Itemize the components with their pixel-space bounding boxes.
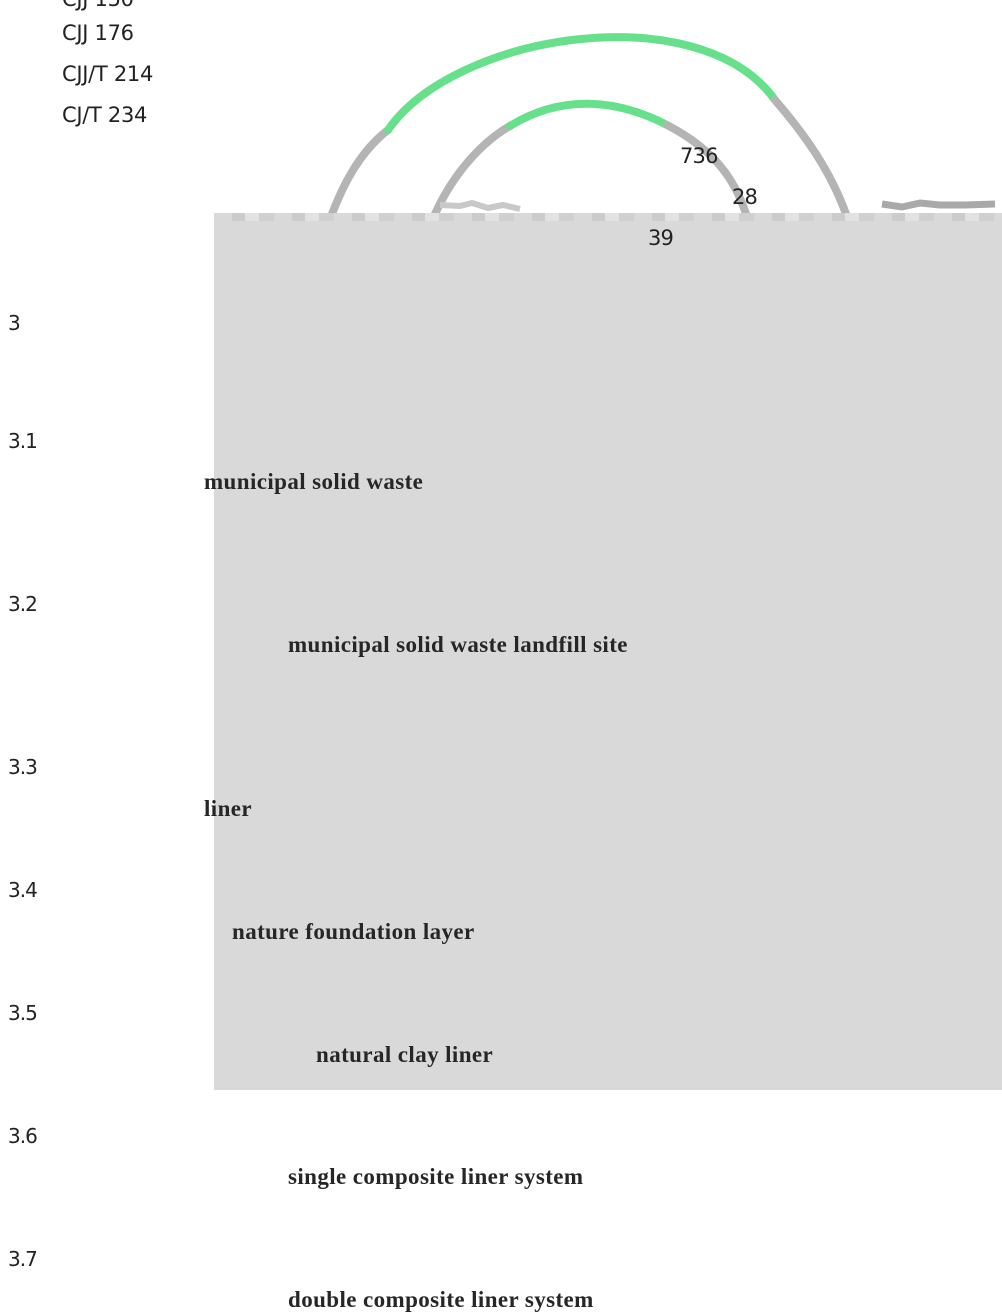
arc-noise-right xyxy=(881,199,996,211)
overlay-number-736: 736 xyxy=(680,144,718,168)
chapter-number: 3 xyxy=(8,311,21,335)
standard-ref-cjjt214: CJJ/T 214 xyxy=(62,62,154,86)
term-english-3-3: liner xyxy=(204,796,252,821)
arc-decoration xyxy=(328,33,996,218)
grey-block-noise xyxy=(214,213,1002,221)
overlay-number-39: 39 xyxy=(648,226,674,250)
outer-arc-green xyxy=(384,33,779,134)
standard-ref-clipped: CJJ 150 xyxy=(62,0,134,10)
inner-arc-green xyxy=(506,99,671,130)
overlay-number-28: 28 xyxy=(732,185,758,209)
term-number-3-7: 3.7 xyxy=(8,1247,38,1271)
outer-arc-grey-left xyxy=(328,126,392,218)
grey-overlay-block xyxy=(214,213,1002,1090)
term-number-3-5: 3.5 xyxy=(8,1001,38,1025)
term-english-3-4: nature foundation layer xyxy=(232,919,475,944)
term-number-3-6: 3.6 xyxy=(8,1124,38,1148)
term-english-3-7: double composite liner system xyxy=(288,1287,594,1312)
term-english-3-1: municipal solid waste xyxy=(204,469,424,494)
inner-arc-grey-right xyxy=(663,121,750,218)
term-english-3-2: municipal solid waste landfill site xyxy=(288,632,628,657)
standard-ref-cjj176: CJJ 176 xyxy=(62,21,134,45)
term-number-3-1: 3.1 xyxy=(8,429,38,453)
arc-noise-left xyxy=(439,199,521,212)
standard-ref-cjt234: CJ/T 234 xyxy=(62,103,148,127)
term-number-3-3: 3.3 xyxy=(8,755,38,779)
outer-arc-grey-right xyxy=(771,96,850,218)
term-english-3-6: single composite liner system xyxy=(288,1164,584,1189)
inner-arc-grey-left xyxy=(431,122,514,218)
term-english-3-5: natural clay liner xyxy=(316,1042,494,1067)
term-number-3-2: 3.2 xyxy=(8,592,38,616)
term-number-3-4: 3.4 xyxy=(8,878,38,902)
